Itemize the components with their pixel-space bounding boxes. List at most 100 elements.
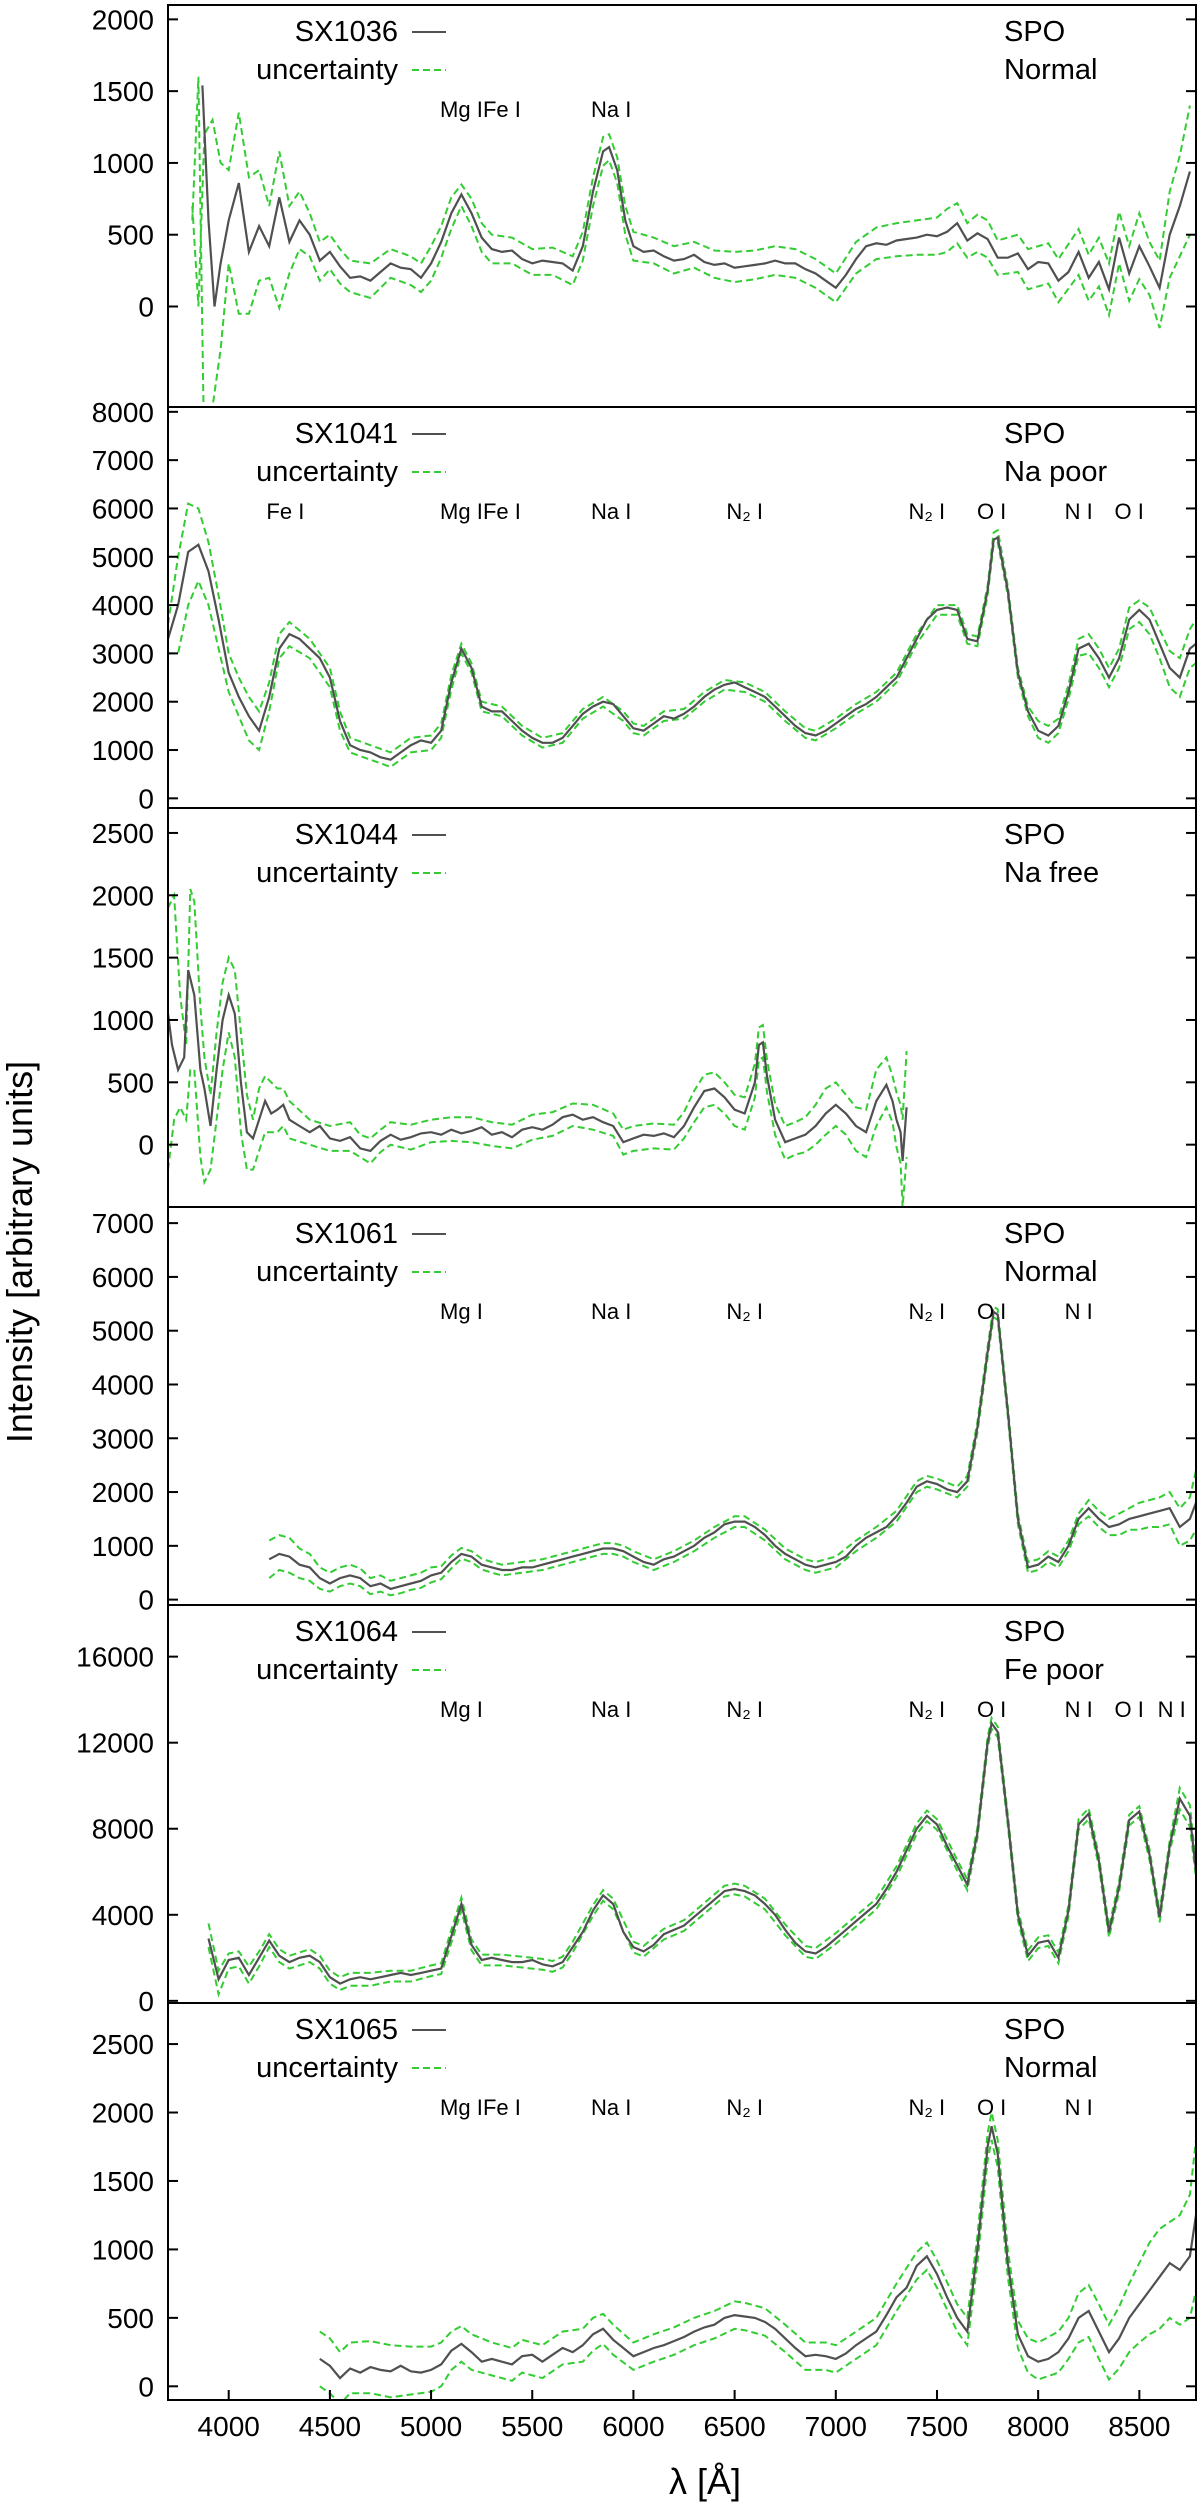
- class-label: SPO: [1004, 1218, 1065, 1250]
- y-tick-label: 2500: [92, 818, 154, 849]
- x-tick-label: 8000: [1007, 2411, 1069, 2442]
- y-tick-label: 6000: [92, 493, 154, 524]
- y-tick-label: 2000: [92, 1477, 154, 1508]
- plot-area: [168, 502, 1196, 769]
- y-tick-label: 8000: [92, 397, 154, 428]
- plot-area: [191, 76, 1191, 407]
- class-label: SPO: [1004, 16, 1065, 48]
- legend-uncertainty-label: uncertainty: [256, 2052, 398, 2084]
- legend-series-label: SX1036: [295, 16, 398, 48]
- spectral-line-label: Mg I: [440, 2095, 483, 2120]
- spectral-line-label: O I: [977, 499, 1006, 524]
- x-tick-label: 4500: [299, 2411, 361, 2442]
- y-tick-label: 2000: [92, 687, 154, 718]
- y-tick-label: 4000: [92, 590, 154, 621]
- class-label: Normal: [1004, 1256, 1097, 1288]
- panels: 0 500 1000 1500 2000 SX1036 uncertainty SPO Norm…: [76, 4, 1197, 2402]
- y-tick-label: 2000: [92, 2098, 154, 2129]
- uncertainty-upper-line: [319, 2112, 1196, 2354]
- uncertainty-lower-line: [191, 76, 1191, 407]
- spectral-line-label: N₂ I: [909, 2095, 946, 2120]
- spectral-line-label: O I: [1115, 1697, 1144, 1722]
- y-tick-label: 1500: [92, 76, 154, 107]
- spectral-line-label: O I: [1115, 499, 1144, 524]
- class-label: SPO: [1004, 2014, 1065, 2046]
- spectral-line-label: Mg I: [440, 499, 483, 524]
- uncertainty-upper-line: [191, 105, 1191, 307]
- spectral-line-label: N₂ I: [726, 499, 763, 524]
- y-tick-label: 1500: [92, 943, 154, 974]
- y-tick-label: 1500: [92, 2166, 154, 2197]
- uncertainty-lower-line: [319, 2139, 1196, 2400]
- y-tick-label: 1000: [92, 1531, 154, 1562]
- class-label: SPO: [1004, 418, 1065, 450]
- spectral-line-label: Fe I: [483, 2095, 521, 2120]
- y-tick-label: 2000: [92, 4, 154, 35]
- spectrum-line: [207, 1720, 1196, 1985]
- spectral-line-label: Na I: [591, 97, 631, 122]
- spectral-line-label: O I: [977, 1299, 1006, 1324]
- class-label: Normal: [1004, 54, 1097, 86]
- y-tick-label: 3000: [92, 638, 154, 669]
- class-label: Fe poor: [1004, 1654, 1104, 1686]
- y-tick-label: 0: [138, 292, 154, 323]
- y-tick-label: 7000: [92, 445, 154, 476]
- y-tick-label: 2500: [92, 2029, 154, 2060]
- spectral-line-label: N I: [1065, 1697, 1093, 1722]
- y-tick-label: 4000: [92, 1900, 154, 1931]
- legend-series-label: SX1065: [295, 2014, 398, 2046]
- y-tick-label: 500: [107, 220, 154, 251]
- panel-5: 0 4000 8000 12000 16000 SX1064 uncertainty SPO F…: [76, 1604, 1197, 2017]
- x-tick-label: 5000: [400, 2411, 462, 2442]
- plot-area: [319, 2112, 1196, 2400]
- y-tick-label: 1000: [92, 735, 154, 766]
- y-tick-label: 2000: [92, 880, 154, 911]
- x-tick-label: 7500: [906, 2411, 968, 2442]
- legend-uncertainty-label: uncertainty: [256, 1654, 398, 1686]
- plot-area: [268, 1304, 1196, 1597]
- uncertainty-lower-line: [207, 1726, 1196, 1998]
- class-label: SPO: [1004, 819, 1065, 851]
- uncertainty-lower-line: [168, 1032, 908, 1207]
- uncertainty-upper-line: [207, 1715, 1196, 1979]
- spectral-line-label: Mg I: [440, 1299, 483, 1324]
- legend-series-label: SX1061: [295, 1218, 398, 1250]
- spectral-line-label: N₂ I: [726, 1299, 763, 1324]
- y-tick-label: 0: [138, 1130, 154, 1161]
- plot-area: [168, 888, 908, 1207]
- y-tick-label: 4000: [92, 1369, 154, 1400]
- y-tick-label: 1000: [92, 148, 154, 179]
- x-tick-label: 8500: [1108, 2411, 1170, 2442]
- spectral-line-label: N I: [1158, 1697, 1186, 1722]
- x-tick-label: 5500: [501, 2411, 563, 2442]
- panel-4: 0 1000 2000 3000 4000 5000 6000 7000 SX1061 uncer…: [92, 1206, 1197, 1616]
- spectral-line-label: O I: [977, 1697, 1006, 1722]
- spectral-line-label: O I: [977, 2095, 1006, 2120]
- spectral-line-label: Fe I: [483, 97, 521, 122]
- spectrum-line: [168, 969, 908, 1161]
- y-tick-label: 0: [138, 1986, 154, 2017]
- uncertainty-lower-line: [168, 540, 1196, 769]
- y-tick-label: 500: [107, 2303, 154, 2334]
- spectral-line-label: N I: [1065, 2095, 1093, 2120]
- x-tick-label: 7000: [805, 2411, 867, 2442]
- spectrum-line: [168, 535, 1196, 761]
- y-tick-label: 0: [138, 1585, 154, 1616]
- y-tick-label: 8000: [92, 1814, 154, 1845]
- spectrum-line: [319, 2125, 1196, 2380]
- legend-uncertainty-label: uncertainty: [256, 1256, 398, 1288]
- spectral-line-label: Na I: [591, 2095, 631, 2120]
- spectral-line-label: N₂ I: [726, 1697, 763, 1722]
- panel-3: 0 500 1000 1500 2000 2500 SX1044 uncertainty SPO…: [92, 807, 1197, 1208]
- y-axis-title: Intensity [arbitrary units]: [0, 1061, 40, 1443]
- x-axis-title: λ [Å]: [669, 2461, 741, 2502]
- panel-2: 0 1000 2000 3000 4000 5000 6000 7000 8000 SX1041 u…: [92, 397, 1197, 814]
- spectral-line-label: N₂ I: [726, 2095, 763, 2120]
- y-tick-label: 6000: [92, 1262, 154, 1293]
- spectrum-line: [268, 1310, 1196, 1591]
- spectral-line-label: Fe I: [483, 499, 521, 524]
- x-tick-label: 4000: [198, 2411, 260, 2442]
- uncertainty-upper-line: [168, 888, 908, 1140]
- y-tick-label: 16000: [76, 1642, 154, 1673]
